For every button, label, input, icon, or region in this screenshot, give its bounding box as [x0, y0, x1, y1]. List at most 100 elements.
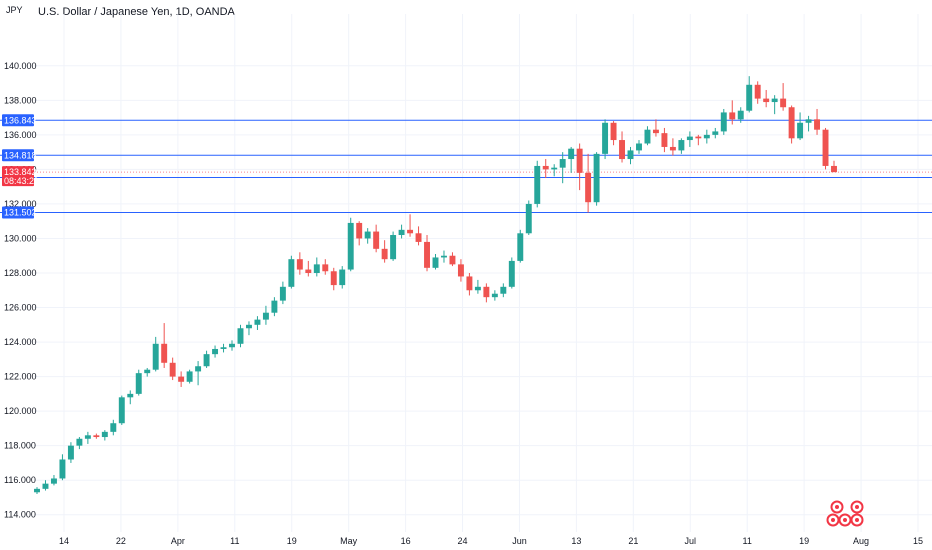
candle-body	[474, 286, 481, 291]
candle-body	[678, 140, 685, 151]
candle-body	[93, 435, 100, 438]
candle-body	[797, 122, 804, 139]
candle-body	[500, 286, 507, 294]
candle-body	[771, 98, 778, 103]
grid	[34, 14, 932, 532]
candle-body	[110, 423, 117, 432]
countdown-label: 08:43:21	[4, 176, 39, 186]
candle-body	[330, 271, 337, 286]
candle-body	[602, 122, 609, 154]
price-labels: 136.843134.818133.530131.502133.84208:43…	[2, 114, 39, 219]
candle-body	[390, 235, 397, 260]
price-axis: 140.000138.000136.000134.000132.000130.0…	[4, 61, 37, 520]
candle-body	[712, 131, 719, 135]
logo-icon	[826, 500, 864, 527]
candle-body	[525, 203, 532, 234]
candle-body	[652, 129, 659, 134]
candle-body	[203, 354, 210, 367]
candle-body	[271, 300, 278, 313]
y-tick-label: 120.000	[4, 406, 37, 416]
candle-body	[220, 347, 227, 349]
y-tick-label: 132.000	[4, 199, 37, 209]
x-tick-label: Jun	[512, 536, 527, 546]
level-label-bg	[2, 149, 34, 162]
logo-dot	[855, 518, 859, 522]
candle-body	[534, 165, 541, 204]
candle-body	[669, 146, 676, 151]
candle-body	[364, 231, 371, 239]
currency-label: JPY	[6, 5, 23, 15]
candle-body	[50, 478, 57, 484]
candle-body	[322, 264, 329, 272]
candle-body	[373, 231, 380, 249]
level-label-bg	[2, 206, 34, 219]
candle-body	[135, 373, 142, 394]
horizontal-levels	[0, 119, 932, 214]
candle-body	[788, 107, 795, 139]
candle-body	[101, 431, 108, 438]
y-tick-label: 128.000	[4, 268, 37, 278]
candle-body	[212, 348, 219, 355]
candle-body	[703, 134, 710, 139]
candle-body	[517, 233, 524, 261]
candle-body	[644, 129, 651, 144]
candle-body	[542, 165, 549, 170]
x-tick-label: Jul	[685, 536, 697, 546]
candle-body	[814, 119, 821, 130]
candle-body	[305, 269, 312, 273]
y-tick-label: 118.000	[4, 441, 36, 451]
candle-body	[466, 276, 473, 291]
candle-body	[636, 143, 642, 151]
y-tick-label: 130.000	[4, 233, 37, 243]
candle-body	[737, 110, 744, 120]
candle-body	[288, 259, 295, 287]
candle-body	[746, 84, 753, 111]
candle-body	[661, 133, 668, 147]
candle-body	[59, 459, 66, 479]
candle-body	[441, 255, 447, 258]
y-tick-label: 122.000	[4, 372, 37, 382]
candle-body	[508, 260, 515, 287]
x-tick-label: 13	[571, 536, 581, 546]
candles	[34, 76, 837, 495]
candle-body	[152, 343, 159, 370]
logo-dot	[831, 518, 835, 522]
level-label: 131.502	[4, 208, 37, 218]
last-price-label: 133.842	[4, 167, 37, 177]
candle-body	[491, 293, 498, 298]
candle-body	[449, 255, 456, 265]
y-tick-label: 126.000	[4, 303, 37, 313]
candle-body	[551, 167, 558, 170]
y-tick-label: 136.000	[4, 130, 37, 140]
candle-body	[457, 264, 464, 277]
candle-body	[127, 393, 134, 398]
candle-body	[347, 222, 354, 270]
logo-dot	[855, 505, 859, 509]
candle-body	[729, 112, 736, 120]
candle-body	[84, 435, 91, 439]
candle-body	[229, 343, 235, 348]
x-tick-label: May	[340, 536, 358, 546]
candle-body	[118, 397, 125, 424]
candle-body	[424, 241, 430, 268]
candle-body	[576, 148, 583, 173]
candle-body	[593, 153, 600, 203]
candle-body	[262, 312, 269, 320]
candle-body	[161, 343, 168, 363]
candle-body	[585, 172, 592, 203]
candle-body	[407, 229, 414, 234]
x-tick-label: 16	[401, 536, 411, 546]
logo-dot	[835, 505, 839, 509]
level-label-bg	[2, 114, 34, 127]
x-tick-label: 15	[913, 536, 923, 546]
candle-body	[246, 324, 252, 329]
x-tick-label: Aug	[853, 536, 869, 546]
candle-body	[42, 483, 49, 489]
candle-body	[76, 438, 83, 446]
x-tick-label: 11	[230, 536, 239, 546]
candle-body	[568, 148, 575, 160]
level-label: 136.843	[4, 115, 37, 125]
candle-body	[720, 112, 727, 132]
candle-body	[686, 136, 693, 141]
